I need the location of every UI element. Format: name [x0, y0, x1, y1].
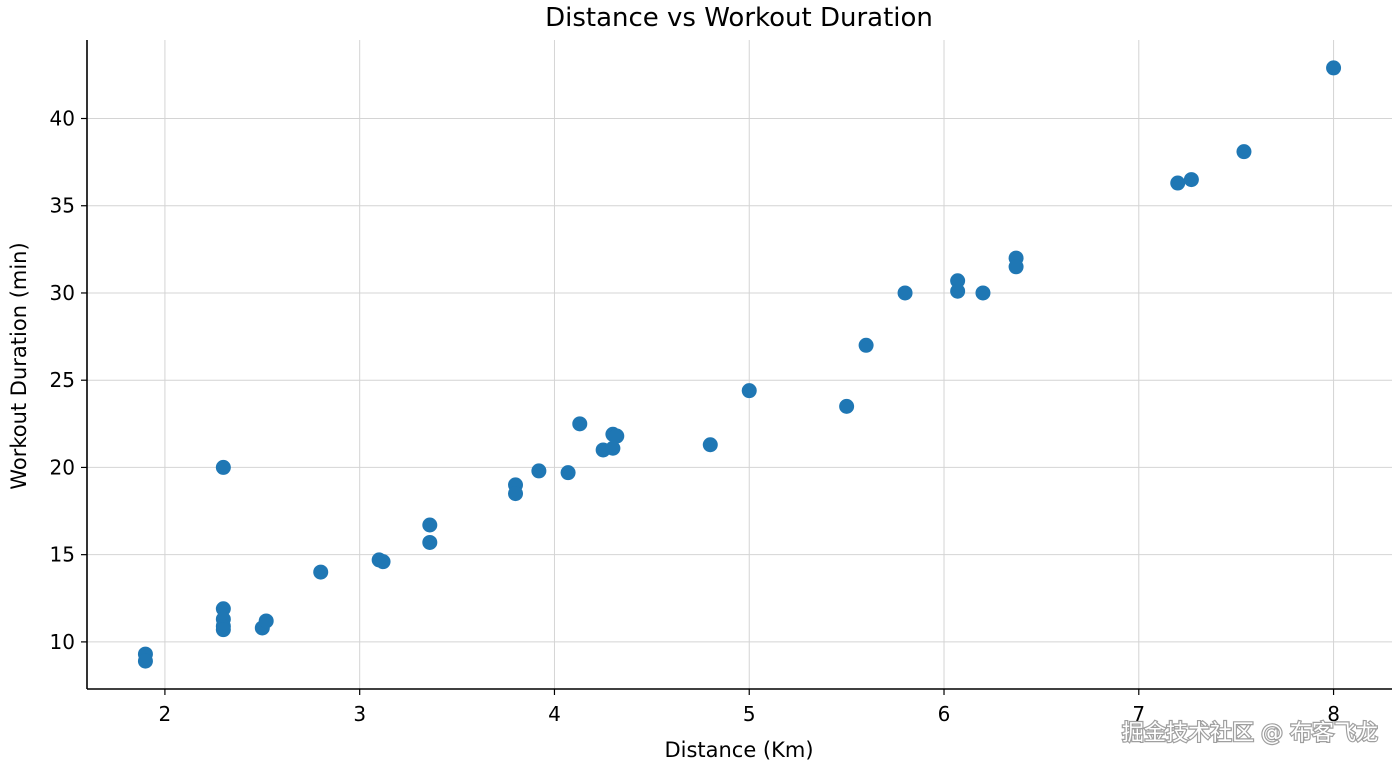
x-tick-label: 8	[1327, 702, 1340, 726]
x-axis-ticks: 2 3 4 5 6 7 8	[159, 689, 1340, 726]
data-point	[215, 622, 231, 638]
x-tick-label: 4	[548, 702, 561, 726]
data-point	[839, 398, 855, 414]
data-point	[858, 337, 874, 353]
x-axis-label: Distance (Km)	[664, 738, 813, 762]
data-point	[422, 534, 438, 550]
data-point	[950, 283, 966, 299]
x-tick-label: 2	[159, 702, 172, 726]
watermark: 掘金技术社区 @ 布客飞龙	[1122, 721, 1378, 746]
y-tick-label: 25	[50, 368, 75, 392]
data-point	[1008, 259, 1024, 275]
data-point	[422, 517, 438, 533]
data-point	[1236, 144, 1252, 160]
y-tick-label: 30	[50, 281, 75, 305]
data-point	[741, 383, 757, 399]
x-tick-label: 3	[353, 702, 366, 726]
data-point	[313, 564, 329, 580]
x-tick-label: 5	[743, 702, 756, 726]
y-tick-label: 15	[50, 543, 75, 567]
data-point	[258, 613, 274, 629]
y-axis-label: Workout Duration (min)	[7, 242, 31, 489]
data-point	[897, 285, 913, 301]
y-tick-label: 40	[50, 107, 75, 131]
data-point	[215, 601, 231, 617]
x-tick-label: 7	[1132, 702, 1145, 726]
data-point	[572, 416, 588, 432]
y-axis-ticks: 10 15 20 25 30 35 40	[50, 107, 87, 654]
data-point	[1170, 175, 1186, 191]
grid	[87, 40, 1392, 689]
data-point	[375, 554, 391, 570]
data-point	[560, 465, 576, 481]
data-point	[1183, 172, 1199, 188]
data-point	[1326, 60, 1342, 76]
data-point	[702, 437, 718, 453]
y-tick-label: 20	[50, 455, 75, 479]
y-tick-label: 35	[50, 194, 75, 218]
data-point	[605, 440, 621, 456]
axes	[86, 40, 1392, 690]
data-point	[508, 486, 524, 502]
y-tick-label: 10	[50, 630, 75, 654]
data-point	[950, 273, 966, 289]
data-point	[531, 463, 547, 479]
data-point	[609, 428, 625, 444]
data-point	[975, 285, 991, 301]
data-point	[215, 459, 231, 475]
chart-title: Distance vs Workout Duration	[545, 3, 933, 33]
data-points	[137, 60, 1342, 669]
data-point	[137, 653, 153, 669]
x-tick-label: 6	[938, 702, 951, 726]
